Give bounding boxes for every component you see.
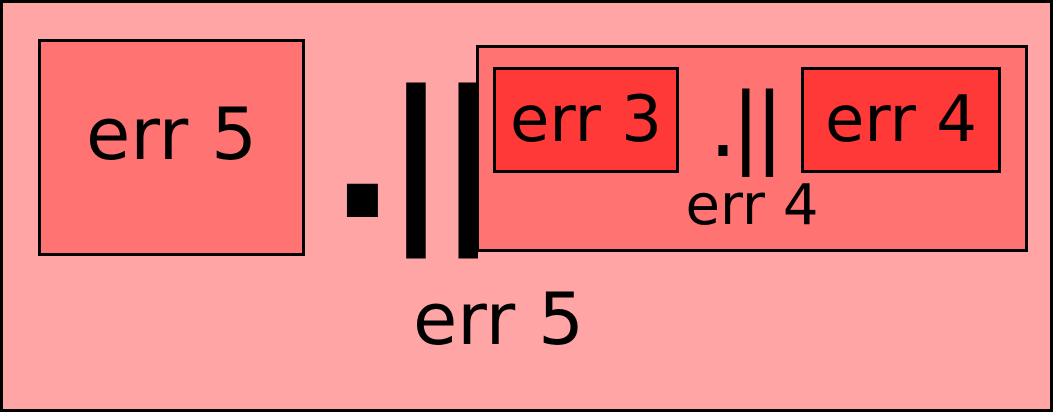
right-operand-caption: err 4 [685,173,819,238]
inner-left-box: err 3 [493,67,679,173]
left-operand-label: err 5 [86,92,257,176]
inner-right-box: err 4 [801,67,1001,173]
left-operand-box: err 5 [38,39,305,256]
right-operand-box: err 3 .|| err 4 err 4 [476,45,1028,252]
inner-left-label: err 3 [510,83,662,157]
result-caption: err 5 [413,277,584,361]
inner-right-label: err 4 [825,83,977,157]
inner-operator: .|| [709,74,784,177]
main-operator: .|| [329,54,500,259]
